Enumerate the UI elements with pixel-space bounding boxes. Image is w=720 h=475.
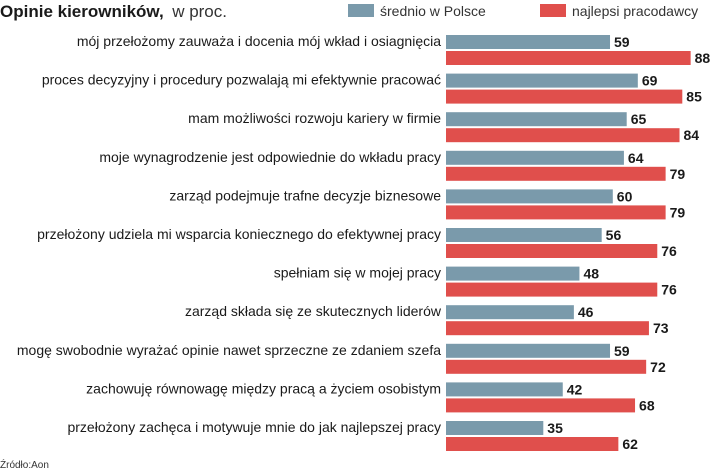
value-label-sredni: 56 bbox=[606, 227, 622, 243]
bar-najlepsi bbox=[446, 282, 658, 297]
category-label: mogę swobodnie wyrażać opinie nawet sprz… bbox=[17, 342, 441, 358]
bar-sredni bbox=[446, 112, 627, 127]
chart-title-light: w proc. bbox=[171, 2, 227, 21]
bar-najlepsi bbox=[446, 128, 680, 143]
chart-title-bold: Opinie kierowników, bbox=[0, 2, 164, 21]
value-label-najlepsi: 72 bbox=[650, 359, 666, 375]
category-row: zarząd podejmuje trafne decyzje biznesow… bbox=[169, 187, 685, 220]
value-label-sredni: 60 bbox=[617, 188, 633, 204]
bar-sredni bbox=[446, 421, 544, 435]
legend-swatch-najlepsi bbox=[540, 4, 566, 17]
value-label-najlepsi: 62 bbox=[622, 436, 638, 452]
value-label-najlepsi: 84 bbox=[684, 127, 700, 143]
bar-sredni bbox=[446, 150, 624, 165]
legend-label-sredni: średnio w Polsce bbox=[380, 3, 486, 19]
value-label-najlepsi: 73 bbox=[653, 320, 669, 336]
category-row: mogę swobodnie wyrażać opinie nawet sprz… bbox=[17, 342, 666, 375]
bar-najlepsi bbox=[446, 51, 691, 65]
bar-sredni bbox=[446, 343, 611, 358]
legend-swatch-sredni bbox=[348, 4, 374, 17]
bar-sredni bbox=[446, 35, 611, 49]
category-label: moje wynagrodzenie jest odpowiednie do w… bbox=[99, 149, 441, 165]
value-label-sredni: 42 bbox=[567, 381, 583, 397]
value-label-sredni: 59 bbox=[614, 343, 630, 359]
legend: średnio w Polsce najlepsi pracodawcy bbox=[348, 3, 698, 19]
value-label-sredni: 65 bbox=[631, 111, 647, 127]
category-label: proces decyzyjny i procedury pozwalają m… bbox=[42, 72, 441, 88]
category-label: spełniam się w mojej pracy bbox=[274, 265, 441, 281]
bar-najlepsi bbox=[446, 89, 683, 104]
bar-sredni bbox=[446, 73, 638, 88]
bar-najlepsi bbox=[446, 359, 647, 374]
category-label: przełożony zachęca i motywuje mnie do ja… bbox=[67, 419, 441, 435]
category-row: moje wynagrodzenie jest odpowiednie do w… bbox=[99, 149, 685, 182]
category-label: zachowuję równowagę między pracą a życie… bbox=[86, 380, 441, 396]
value-label-najlepsi: 76 bbox=[661, 243, 677, 259]
category-row: zachowuję równowagę między pracą a życie… bbox=[86, 380, 655, 413]
value-label-sredni: 64 bbox=[628, 150, 644, 166]
value-label-najlepsi: 76 bbox=[661, 282, 677, 298]
plot-area: mój przełożomy zauważa i docenia mój wkł… bbox=[17, 33, 711, 452]
bar-najlepsi bbox=[446, 205, 666, 220]
value-label-sredni: 69 bbox=[642, 73, 658, 89]
category-row: przełożony zachęca i motywuje mnie do ja… bbox=[67, 419, 638, 452]
value-label-najlepsi: 88 bbox=[695, 50, 711, 66]
value-label-najlepsi: 68 bbox=[639, 397, 655, 413]
bar-sredni bbox=[446, 228, 602, 242]
chart-title: Opinie kierowników, w proc. bbox=[0, 2, 227, 21]
category-row: zarząd składa się ze skutecznych liderów… bbox=[185, 303, 669, 336]
source-note: Źródło:Aon bbox=[0, 458, 49, 471]
value-label-sredni: 46 bbox=[578, 304, 594, 320]
category-label: mam możliwości rozwoju kariery w firmie bbox=[188, 110, 441, 126]
category-label: zarząd podejmuje trafne decyzje biznesow… bbox=[169, 187, 441, 203]
category-label: zarząd składa się ze skutecznych liderów bbox=[185, 303, 442, 319]
value-label-najlepsi: 85 bbox=[686, 89, 702, 105]
bar-sredni bbox=[446, 382, 563, 397]
bar-najlepsi bbox=[446, 244, 658, 258]
category-row: mój przełożomy zauważa i docenia mój wkł… bbox=[77, 33, 711, 66]
category-row: proces decyzyjny i procedury pozwalają m… bbox=[42, 72, 702, 105]
bar-sredni bbox=[446, 189, 613, 204]
category-label: przełożony udziela mi wsparcia konieczne… bbox=[37, 226, 441, 242]
value-label-najlepsi: 79 bbox=[670, 204, 686, 220]
value-label-najlepsi: 79 bbox=[670, 166, 686, 182]
category-row: spełniam się w mojej pracy 48 76 bbox=[274, 265, 677, 298]
category-row: przełożony udziela mi wsparcia konieczne… bbox=[37, 226, 677, 259]
bar-najlepsi bbox=[446, 437, 619, 451]
legend-label-najlepsi: najlepsi pracodawcy bbox=[572, 3, 698, 19]
bar-najlepsi bbox=[446, 166, 666, 181]
bar-sredni bbox=[446, 305, 574, 320]
bar-najlepsi bbox=[446, 398, 636, 413]
category-label: mój przełożomy zauważa i docenia mój wkł… bbox=[77, 33, 441, 49]
bar-sredni bbox=[446, 266, 580, 281]
value-label-sredni: 35 bbox=[547, 420, 563, 436]
value-label-sredni: 59 bbox=[614, 34, 630, 50]
value-label-sredni: 48 bbox=[583, 266, 599, 282]
bar-najlepsi bbox=[446, 321, 649, 336]
category-row: mam możliwości rozwoju kariery w firmie 6… bbox=[188, 110, 699, 143]
